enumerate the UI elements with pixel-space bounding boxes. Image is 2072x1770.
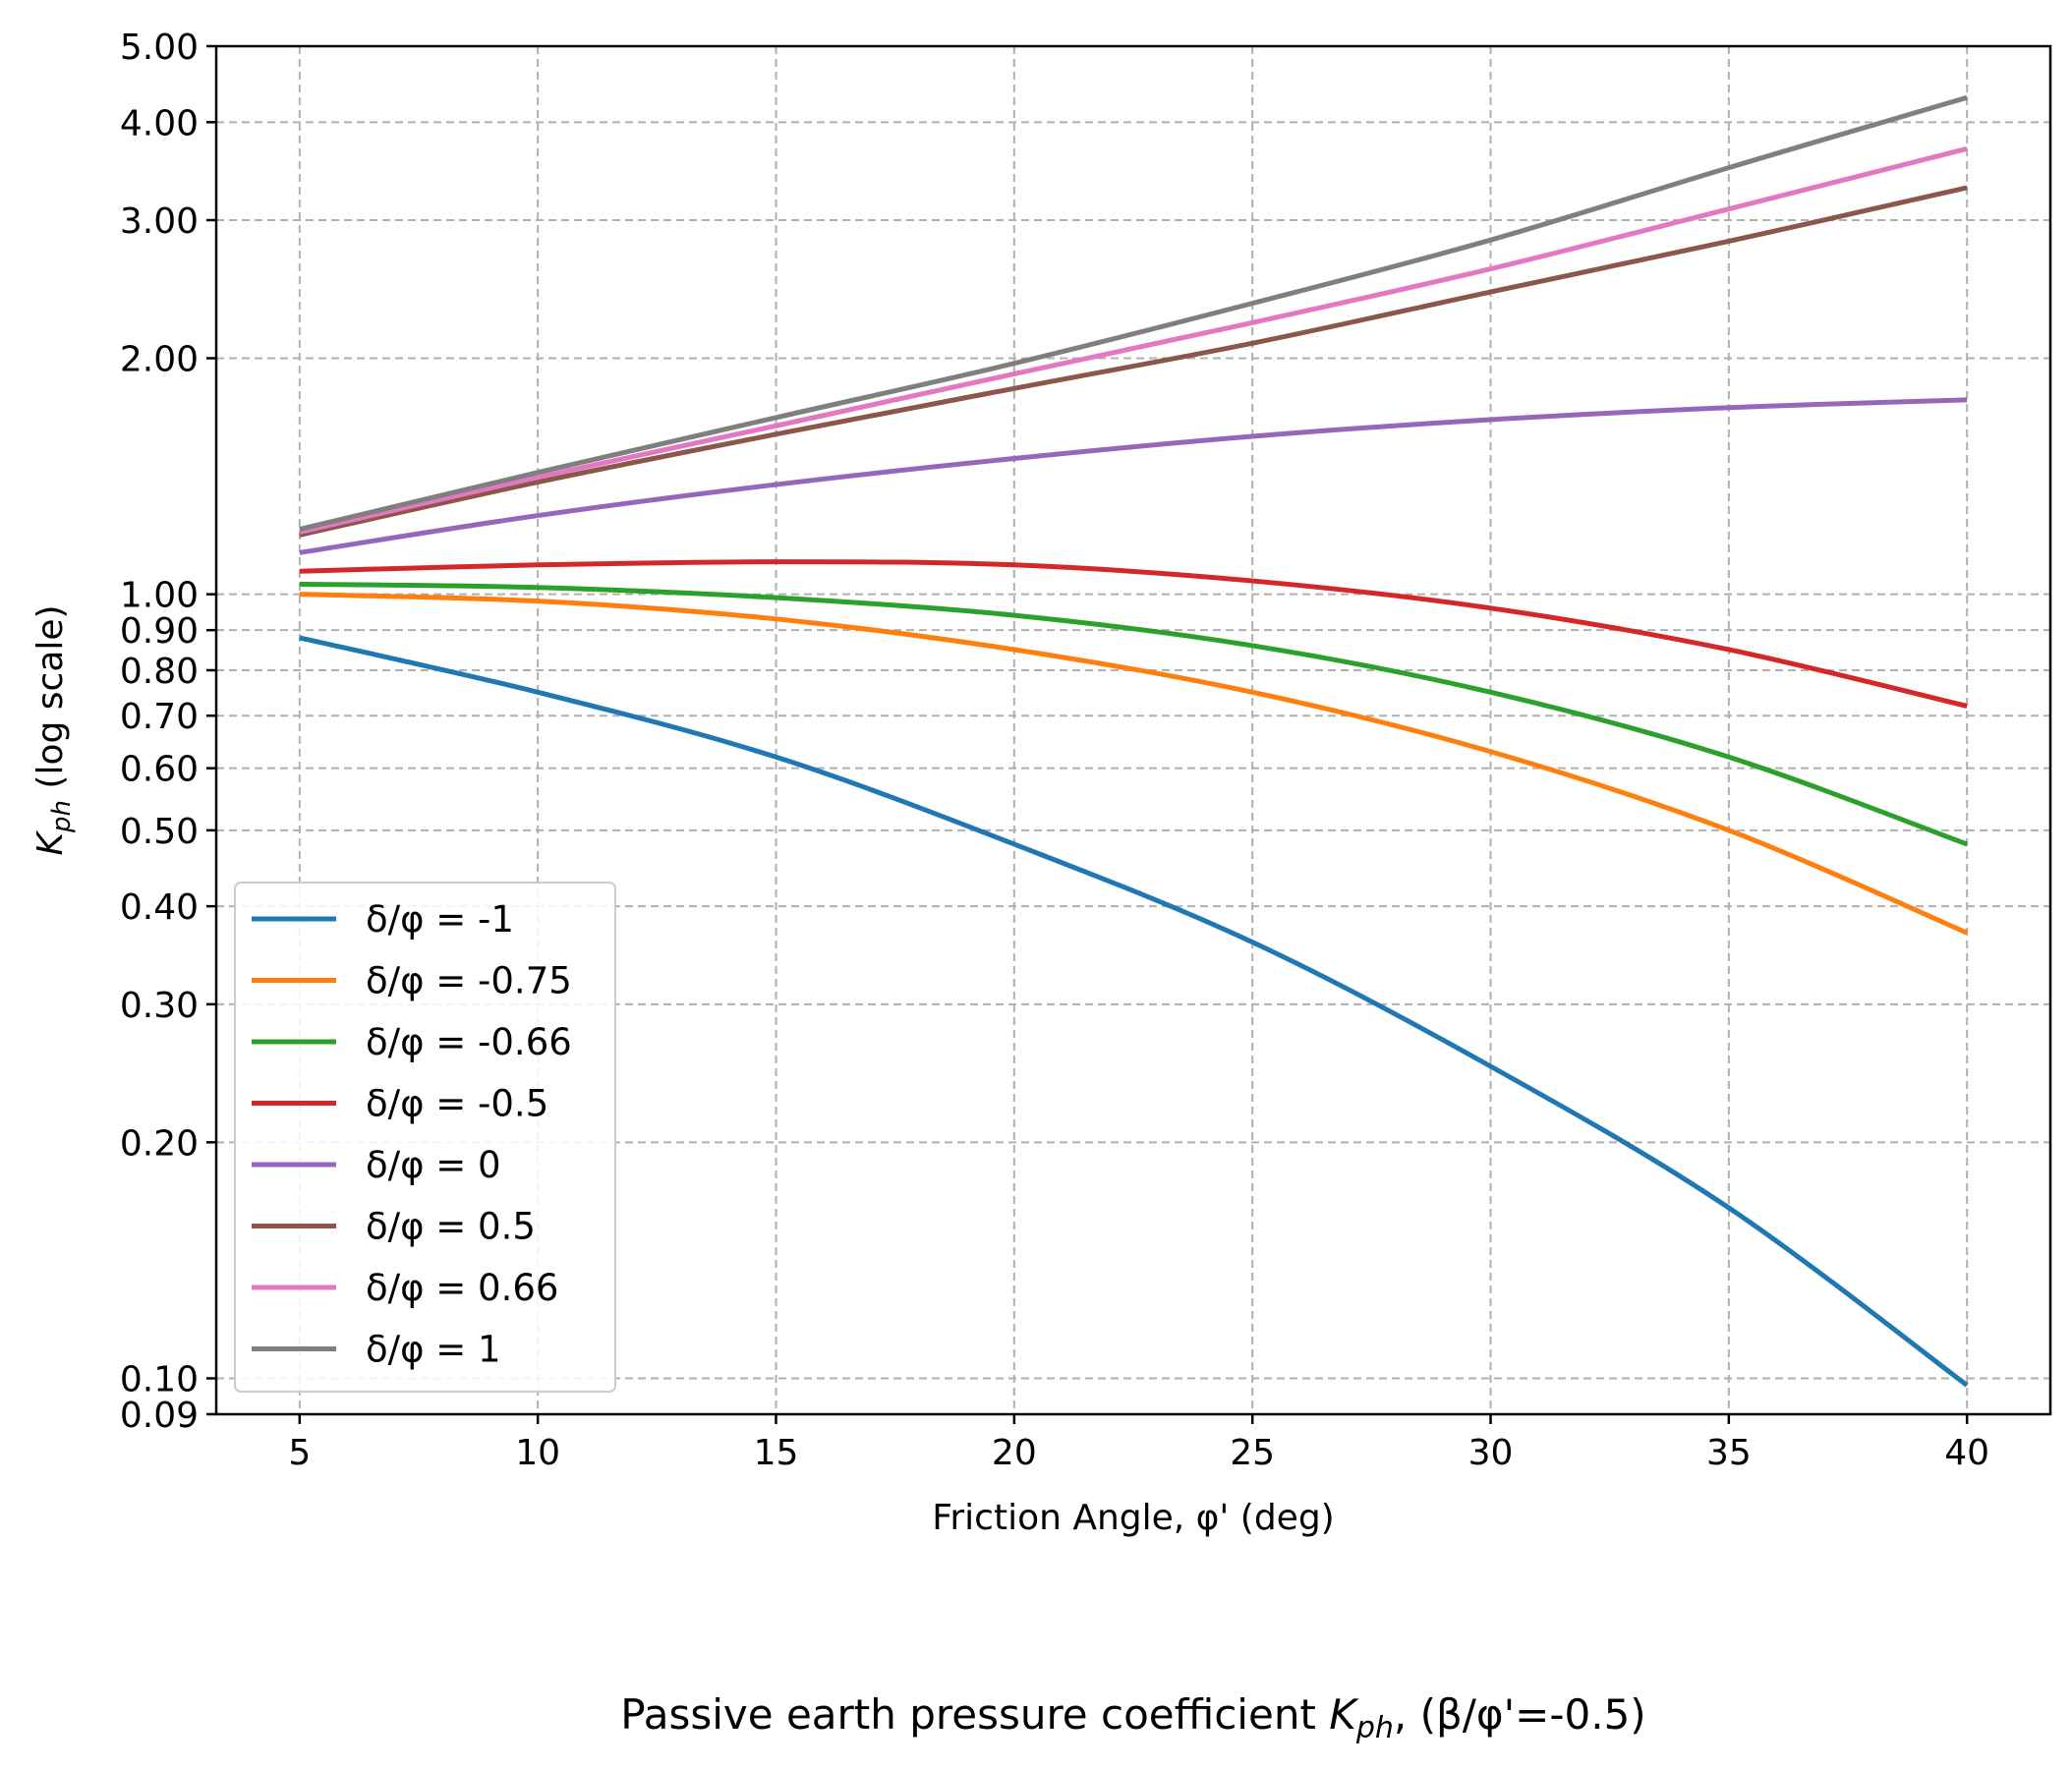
series-line (299, 581, 1969, 847)
axis-ticks: 5 10 15 20 25 30 35 40 0.090.10 0.20 0.30 0.40 0.50 0… (120, 28, 1989, 1473)
y-tick-label: 0.50 (120, 812, 199, 852)
y-tick-label: 0.30 (120, 986, 199, 1026)
x-tick-label: 25 (1230, 1433, 1275, 1473)
x-axis-label: Friction Angle, φ' (deg) (932, 1498, 1334, 1538)
y-tick-label: 0.90 (120, 611, 199, 652)
legend-label: δ/φ = -0.5 (366, 1083, 548, 1125)
series-line (299, 592, 1969, 936)
series-line (299, 397, 1968, 555)
legend-label: δ/φ = 0 (366, 1144, 501, 1186)
legend-box (234, 882, 616, 1393)
series-line (299, 635, 1969, 1388)
y-tick-label: 4.00 (120, 103, 199, 143)
y-tick-label: 5.00 (120, 28, 199, 68)
legend: δ/φ = -1 δ/φ = -0.75 δ/φ = -0.66 δ/φ = -0.5… (234, 882, 616, 1393)
x-tick-label: 20 (992, 1433, 1037, 1473)
y-axis-label: Kph (log scale) (30, 604, 77, 855)
series-line (299, 185, 1968, 538)
x-tick-label: 35 (1706, 1433, 1752, 1473)
y-tick-label: 0.20 (120, 1123, 199, 1164)
y-tick-label: 3.00 (120, 201, 199, 242)
x-tick-label: 15 (754, 1433, 799, 1473)
x-tick-label: 5 (288, 1433, 311, 1473)
y-tick-label: 1.00 (120, 576, 199, 616)
legend-label: δ/φ = 1 (366, 1329, 501, 1371)
chart-title: Passive earth pressure coefficient Kph, … (620, 1690, 1645, 1745)
y-tick-label: 0.40 (120, 887, 199, 928)
y-tick-label: 2.00 (120, 339, 199, 379)
legend-label: δ/φ = -0.75 (366, 960, 572, 1002)
legend-label: δ/φ = 0.5 (366, 1206, 536, 1248)
y-tick-label: 0.10 (120, 1359, 199, 1399)
legend-label: δ/φ = -0.66 (366, 1021, 572, 1063)
x-tick-label: 30 (1468, 1433, 1514, 1473)
legend-label: δ/φ = -1 (366, 898, 514, 941)
plot-frame (214, 44, 2052, 1416)
y-tick-label: 0.70 (120, 697, 199, 737)
x-tick-label: 10 (515, 1433, 560, 1473)
legend-label: δ/φ = 0.66 (366, 1267, 558, 1309)
y-tick-label: 0.80 (120, 652, 199, 692)
y-tick-label: 0.60 (120, 750, 199, 790)
series-line (299, 145, 1968, 535)
series-line (299, 94, 1968, 533)
series-lines (299, 94, 1969, 1388)
series-line (299, 559, 1968, 709)
y-tick-label: 0.09 (120, 1396, 199, 1436)
x-tick-label: 40 (1944, 1433, 1989, 1473)
